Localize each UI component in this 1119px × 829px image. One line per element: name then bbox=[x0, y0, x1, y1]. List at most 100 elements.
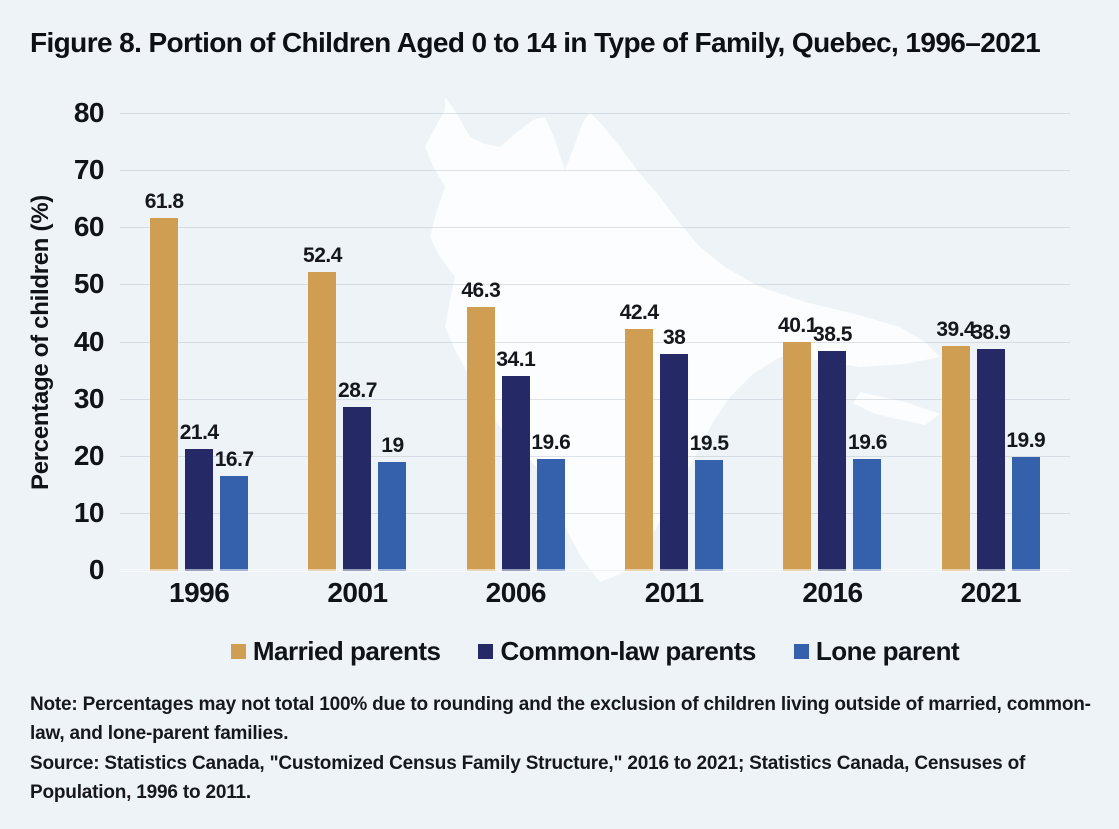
bar-wrap: 19.6 bbox=[848, 114, 887, 571]
bar-married-parents bbox=[783, 341, 812, 571]
gridline bbox=[120, 284, 1070, 286]
bar-married-parents bbox=[466, 306, 495, 571]
bar-wrap: 46.3 bbox=[461, 114, 501, 571]
bar-lone-parent bbox=[853, 459, 882, 571]
bar-wrap: 40.1 bbox=[778, 114, 817, 571]
bar-value-label: 42.4 bbox=[619, 300, 659, 324]
bar-lone-parent bbox=[695, 459, 724, 571]
bar-group-2021: 39.4 38.9 19.9 bbox=[912, 114, 1070, 571]
bar-value-label: 61.8 bbox=[144, 189, 184, 213]
legend-label: Common-law parents bbox=[500, 636, 756, 666]
bar-wrap: 42.4 bbox=[620, 114, 659, 571]
bar-common-law-parents bbox=[976, 348, 1005, 571]
bar-wrap: 19.5 bbox=[690, 114, 729, 571]
x-tick-label-2001: 2001 bbox=[327, 577, 388, 608]
bar-common-law-parents bbox=[343, 407, 372, 571]
bar-value-label: 19.6 bbox=[848, 431, 887, 455]
bar-wrap: 19.9 bbox=[1006, 114, 1046, 571]
bar-wrap: 34.1 bbox=[496, 114, 536, 571]
bar-value-label: 38.5 bbox=[813, 323, 852, 347]
bar-value-label: 34.1 bbox=[496, 348, 536, 372]
bar-wrap: 19 bbox=[378, 114, 407, 571]
bar-value-label: 52.4 bbox=[303, 243, 342, 267]
bar-group-2006: 46.3 34.1 19.6 bbox=[437, 114, 595, 571]
y-tick-label: 40 bbox=[73, 325, 105, 357]
gridline bbox=[120, 455, 1070, 457]
y-axis-title: Percentage of children (%) bbox=[27, 195, 54, 490]
bar-married-parents bbox=[150, 217, 179, 571]
y-tick-label: 20 bbox=[73, 439, 105, 471]
bar-plot-area: 61.8 21.4 16.7 52.4 28.7 19 46.3 34.1 19.6 42.4 38… bbox=[120, 114, 1070, 571]
bar-value-label: 16.7 bbox=[214, 447, 254, 471]
y-tick-label: 30 bbox=[73, 382, 105, 414]
y-tick-label: 0 bbox=[88, 554, 105, 585]
bar-value-label: 21.4 bbox=[179, 420, 219, 444]
bar-lone-parent bbox=[536, 459, 565, 571]
x-axis-ticks: 1996 2001 2006 2011 2016 2021 bbox=[120, 577, 1070, 609]
bar-wrap: 16.7 bbox=[215, 114, 254, 571]
bar-common-law-parents bbox=[185, 448, 214, 571]
source-text: Source: Statistics Canada, "Customized C… bbox=[30, 752, 1026, 804]
bar-value-label: 28.7 bbox=[338, 379, 377, 403]
legend-swatch bbox=[478, 644, 494, 659]
bar-value-label: 19.6 bbox=[531, 431, 571, 455]
legend-swatch bbox=[793, 644, 809, 659]
bar-married-parents bbox=[308, 271, 337, 571]
bar-value-label: 39.4 bbox=[936, 317, 976, 341]
bar-value-label: 19.9 bbox=[1006, 429, 1046, 453]
bar-wrap: 52.4 bbox=[303, 114, 342, 571]
x-tick-label-1996: 1996 bbox=[169, 577, 230, 608]
gridline bbox=[120, 113, 1070, 114]
gridline bbox=[120, 170, 1070, 172]
x-tick-label-2006: 2006 bbox=[485, 577, 547, 608]
y-tick-label: 70 bbox=[73, 154, 105, 186]
gridline bbox=[120, 227, 1070, 229]
legend-label: Lone parent bbox=[815, 636, 960, 666]
x-tick-label-2011: 2011 bbox=[644, 577, 704, 608]
bar-wrap: 21.4 bbox=[180, 114, 219, 571]
bar-wrap: 19.6 bbox=[531, 114, 571, 571]
footnotes: Note: Percentages may not total 100% due… bbox=[30, 690, 1092, 808]
bar-common-law-parents bbox=[660, 353, 689, 571]
legend-label: Married parents bbox=[252, 636, 441, 666]
bar-value-label: 38 bbox=[662, 325, 686, 349]
gridline bbox=[120, 398, 1070, 400]
bar-group-2001: 52.4 28.7 19 bbox=[278, 114, 436, 571]
bar-value-label: 19.5 bbox=[689, 431, 729, 455]
bar-value-label: 46.3 bbox=[461, 278, 501, 302]
bar-lone-parent bbox=[1011, 457, 1040, 571]
legend: Married parents Common-law parents Lone pa… bbox=[120, 636, 1070, 667]
bar-value-label: 19 bbox=[381, 434, 404, 458]
bar-lone-parent bbox=[220, 475, 249, 571]
bar-group-1996: 61.8 21.4 16.7 bbox=[120, 114, 278, 571]
bar-group-2011: 42.4 38 19.5 bbox=[595, 114, 753, 571]
bar-wrap: 38 bbox=[660, 114, 689, 571]
bar-wrap: 38.5 bbox=[813, 114, 852, 571]
bar-common-law-parents bbox=[818, 351, 847, 571]
bar-wrap: 28.7 bbox=[338, 114, 377, 571]
gridline bbox=[120, 341, 1070, 343]
note-text: Note: Percentages may not total 100% due… bbox=[30, 694, 1091, 745]
bar-value-label: 38.9 bbox=[971, 320, 1011, 344]
legend-swatch bbox=[230, 644, 246, 659]
x-tick-label-2021: 2021 bbox=[960, 577, 1022, 608]
bar-married-parents bbox=[941, 345, 970, 571]
bar-lone-parent bbox=[378, 462, 407, 571]
bar-married-parents bbox=[625, 328, 654, 571]
bar-value-label: 40.1 bbox=[778, 313, 817, 337]
bar-wrap: 39.4 bbox=[936, 114, 976, 571]
legend-item-common-law-parents: Common-law parents bbox=[478, 636, 756, 667]
legend-item-lone-parent: Lone parent bbox=[793, 636, 960, 667]
x-tick-label-2016: 2016 bbox=[802, 577, 863, 608]
legend-item-married-parents: Married parents bbox=[230, 636, 441, 667]
y-tick-label: 50 bbox=[73, 268, 105, 300]
gridline bbox=[120, 512, 1070, 514]
bar-wrap: 61.8 bbox=[145, 114, 184, 571]
y-tick-label: 60 bbox=[73, 211, 105, 243]
figure-title: Figure 8. Portion of Children Aged 0 to … bbox=[30, 27, 1041, 58]
bar-wrap: 38.9 bbox=[971, 114, 1011, 571]
x-axis-baseline bbox=[120, 569, 1070, 572]
bar-group-2016: 40.1 38.5 19.6 bbox=[753, 114, 911, 571]
y-tick-label: 10 bbox=[73, 496, 105, 528]
